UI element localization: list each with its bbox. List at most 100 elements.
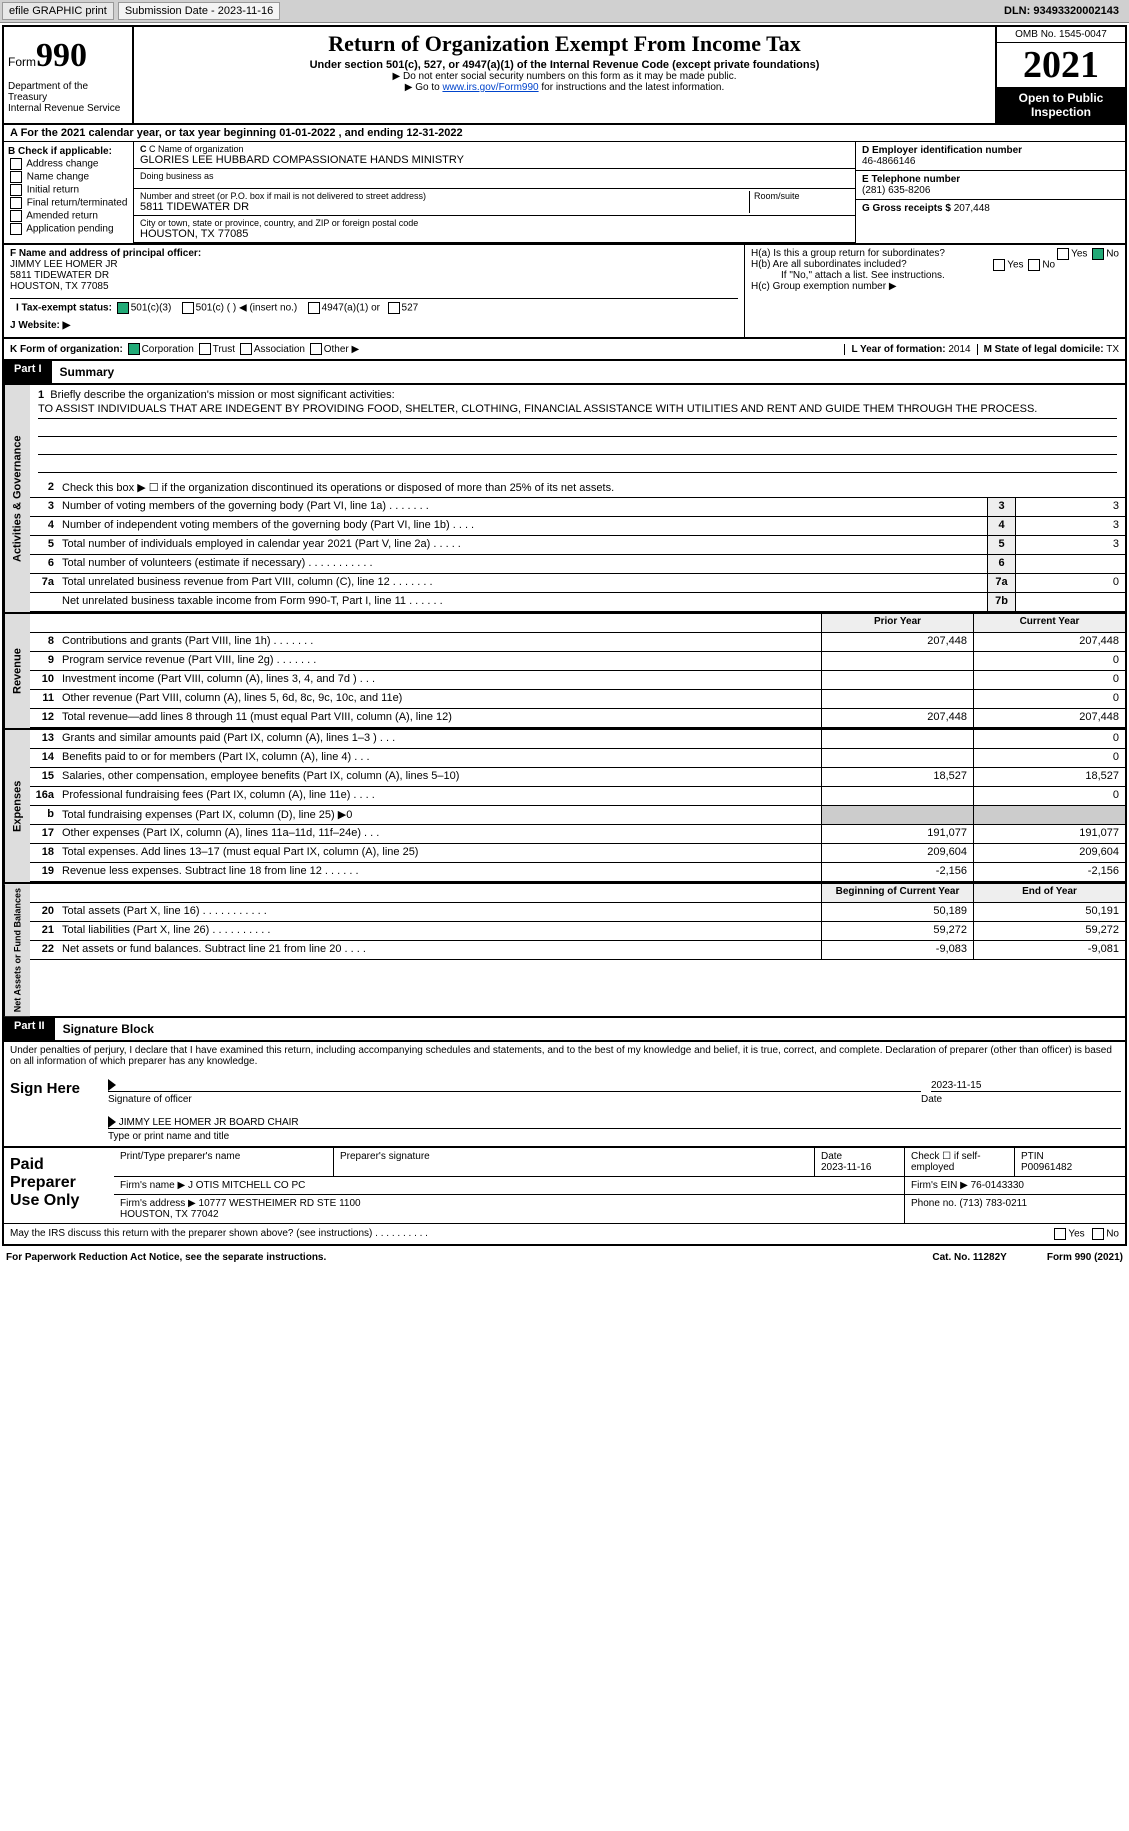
may-irs-no[interactable]	[1092, 1228, 1104, 1240]
sig-date: 2023-11-15	[931, 1076, 1121, 1092]
k-corp-label: Corporation	[142, 344, 194, 355]
hb-no[interactable]	[1028, 259, 1040, 271]
part2-header: Part II Signature Block	[4, 1018, 1125, 1042]
m-value: TX	[1106, 344, 1119, 355]
part1-tag: Part I	[4, 361, 52, 383]
chk-501c[interactable]	[182, 302, 194, 314]
room-label: Room/suite	[754, 191, 849, 201]
firm-name-label: Firm's name ▶	[120, 1180, 185, 1191]
perjury-declaration: Under penalties of perjury, I declare th…	[4, 1042, 1125, 1070]
opt-4947: 4947(a)(1) or	[322, 303, 380, 314]
self-employed: Check ☐ if self-employed	[905, 1148, 1015, 1176]
k-assoc[interactable]	[240, 343, 252, 355]
firm-phone-label: Phone no.	[911, 1198, 957, 1209]
check-application-pending[interactable]: Application pending	[8, 223, 129, 235]
omb-number: OMB No. 1545-0047	[997, 27, 1125, 43]
m-label: M State of legal domicile:	[984, 344, 1104, 355]
form-subtitle: Under section 501(c), 527, or 4947(a)(1)…	[142, 59, 987, 71]
goto-suffix: for instructions and the latest informat…	[539, 82, 725, 93]
form-note-goto: ▶ Go to www.irs.gov/Form990 for instruct…	[142, 82, 987, 93]
no-label: No	[1106, 1229, 1119, 1240]
omb-year-block: OMB No. 1545-0047 2021 Open to Public In…	[995, 27, 1125, 123]
vtab-expenses: Expenses	[4, 730, 30, 882]
exp-line-17: 17Other expenses (Part IX, column (A), l…	[30, 825, 1125, 844]
form-number: 990	[36, 37, 87, 74]
opt-501c3: 501(c)(3)	[131, 303, 172, 314]
firm-name: J OTIS MITCHELL CO PC	[188, 1180, 305, 1191]
officer-label: F Name and address of principal officer:	[10, 248, 201, 259]
section-b-label: B Check if applicable:	[8, 146, 112, 157]
part2-tag: Part II	[4, 1018, 55, 1040]
firm-phone: (713) 783-0211	[959, 1198, 1027, 1209]
tax-status-label: I Tax-exempt status:	[16, 303, 112, 314]
form-number-block: Form990 Department of the Treasury Inter…	[4, 27, 134, 123]
ein-value: 46-4866146	[862, 156, 915, 167]
irs-form990-link[interactable]: www.irs.gov/Form990	[442, 82, 538, 93]
check-address-change[interactable]: Address change	[8, 158, 129, 170]
exp-line-18: 18Total expenses. Add lines 13–17 (must …	[30, 844, 1125, 863]
k-corp[interactable]	[128, 343, 140, 355]
hc-label: H(c) Group exemption number ▶	[751, 281, 1119, 292]
part2-title: Signature Block	[55, 1018, 162, 1040]
prep-date-label: Date	[821, 1151, 842, 1162]
opt-527: 527	[402, 303, 419, 314]
submission-date-field: Submission Date - 2023-11-16	[118, 2, 280, 20]
street-value: 5811 TIDEWATER DR	[140, 201, 749, 213]
ein-label: D Employer identification number	[862, 145, 1119, 156]
form-word: Form	[8, 55, 36, 69]
check-final-return-terminated[interactable]: Final return/terminated	[8, 197, 129, 209]
section-j-website: J Website: ▶	[10, 317, 738, 334]
vtab-governance: Activities & Governance	[4, 385, 30, 612]
firm-addr-label: Firm's address ▶	[120, 1198, 196, 1209]
k-trust[interactable]	[199, 343, 211, 355]
chk-4947[interactable]	[308, 302, 320, 314]
ha-no[interactable]	[1092, 248, 1104, 260]
check-amended-return[interactable]: Amended return	[8, 210, 129, 222]
gross-label: G Gross receipts $	[862, 203, 951, 214]
line1-mission: 1 Briefly describe the organization's mi…	[30, 385, 1125, 479]
may-irs-text: May the IRS discuss this return with the…	[10, 1228, 428, 1240]
k-other[interactable]	[310, 343, 322, 355]
officer-addr1: 5811 TIDEWATER DR	[10, 270, 109, 281]
website-label: J Website: ▶	[10, 320, 70, 331]
na-line-22: 22Net assets or fund balances. Subtract …	[30, 941, 1125, 960]
ha-yes[interactable]	[1057, 248, 1069, 260]
part1-title: Summary	[52, 361, 123, 383]
exp-line-13: 13Grants and similar amounts paid (Part …	[30, 730, 1125, 749]
mission-text: TO ASSIST INDIVIDUALS THAT ARE INDEGENT …	[38, 403, 1117, 419]
gov-line-5: 5Total number of individuals employed in…	[30, 536, 1125, 555]
l-value: 2014	[948, 344, 970, 355]
na-line-21: 21Total liabilities (Part X, line 26) . …	[30, 922, 1125, 941]
check-name-change[interactable]: Name change	[8, 171, 129, 183]
efile-print-button[interactable]: efile GRAPHIC print	[2, 2, 114, 20]
form-title-block: Return of Organization Exempt From Incom…	[134, 27, 995, 123]
gov-line-7a: 7aTotal unrelated business revenue from …	[30, 574, 1125, 593]
officer-addr2: HOUSTON, TX 77085	[10, 281, 109, 292]
form-note-ssn: ▶ Do not enter social security numbers o…	[142, 71, 987, 82]
section-h-group: H(a) Is this a group return for subordin…	[745, 245, 1125, 337]
section-f-officer: F Name and address of principal officer:…	[10, 248, 738, 292]
efile-toolbar: efile GRAPHIC print Submission Date - 20…	[0, 0, 1129, 23]
gov-line-6: 6Total number of volunteers (estimate if…	[30, 555, 1125, 574]
check-initial-return[interactable]: Initial return	[8, 184, 129, 196]
gov-line-4: 4Number of independent voting members of…	[30, 517, 1125, 536]
hdr-prior-year: Prior Year	[821, 614, 973, 632]
na-line-20: 20Total assets (Part X, line 16) . . . .…	[30, 903, 1125, 922]
hb-yes[interactable]	[993, 259, 1005, 271]
tax-year: 2021	[997, 43, 1125, 87]
rev-line-10: 10Investment income (Part VIII, column (…	[30, 671, 1125, 690]
phone-label: E Telephone number	[862, 174, 1119, 185]
gov-line-7b: Net unrelated business taxable income fr…	[30, 593, 1125, 612]
k-trust-label: Trust	[213, 344, 235, 355]
ptin-value: P00961482	[1021, 1162, 1072, 1173]
chk-527[interactable]	[388, 302, 400, 314]
section-b-checkboxes: B Check if applicable: Address change Na…	[4, 142, 134, 243]
goto-prefix: ▶ Go to	[405, 82, 443, 93]
chk-501c3[interactable]	[117, 302, 129, 314]
exp-line-b: bTotal fundraising expenses (Part IX, co…	[30, 806, 1125, 825]
mission-label: Briefly describe the organization's miss…	[50, 389, 394, 401]
may-irs-yes[interactable]	[1054, 1228, 1066, 1240]
exp-line-14: 14Benefits paid to or for members (Part …	[30, 749, 1125, 768]
sign-here-label: Sign Here	[4, 1070, 94, 1146]
firm-ein-label: Firm's EIN ▶	[911, 1180, 968, 1191]
